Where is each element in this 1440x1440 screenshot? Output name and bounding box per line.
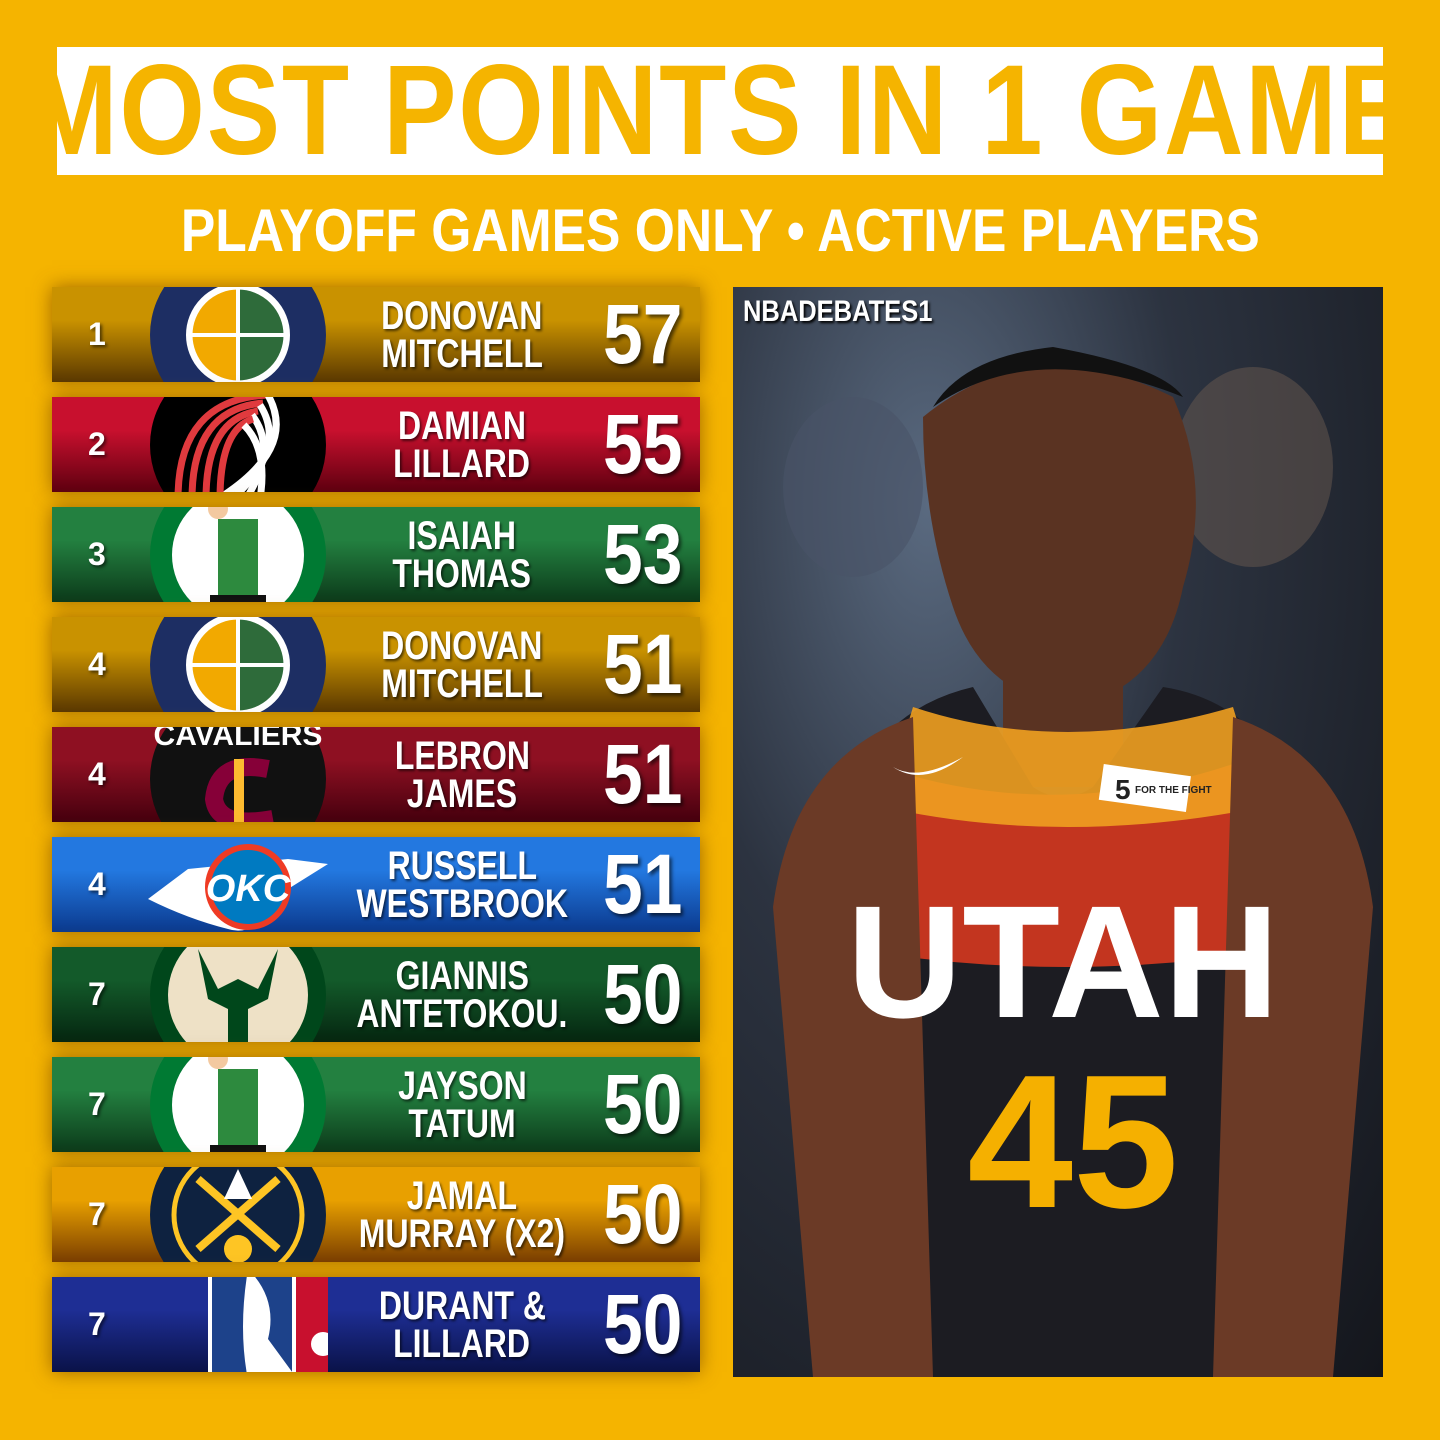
points: 51 [602, 617, 682, 711]
ranking-row: 2 DAMIAN LILLARD 55 [52, 397, 700, 492]
ranking-row: 4 OKC RUSSELL WESTBROOK 51 [52, 837, 700, 932]
swoosh-icon [893, 757, 963, 775]
points: 50 [602, 1277, 682, 1371]
player-first-name: DONOVAN [381, 623, 543, 668]
points: 50 [602, 947, 682, 1041]
rank: 4 [88, 646, 106, 682]
player-photo: UTAH 45 5 FOR THE FIGHT NBADEBATES1 [733, 287, 1383, 1377]
nuggets-logo-icon [150, 1167, 326, 1262]
player-last-name: WESTBROOK [356, 881, 568, 926]
player-last-name: MURRAY (X2) [358, 1211, 566, 1256]
rank: 7 [88, 976, 106, 1012]
jersey-city-text: UTAH [847, 872, 1280, 1051]
points: 51 [602, 727, 682, 821]
rank: 7 [88, 1086, 106, 1122]
jazz-logo-icon [150, 287, 326, 382]
player-first-name: GIANNIS [395, 953, 529, 998]
player-last-name: MITCHELL [381, 331, 543, 376]
player-first-name: DURANT & [378, 1283, 546, 1328]
player-name: JAYSON TATUM [342, 1057, 582, 1152]
player-first-name: DAMIAN [397, 403, 526, 448]
jersey-number-text: 45 [967, 1036, 1178, 1248]
points: 51 [602, 837, 682, 931]
celtics-logo-icon [150, 507, 326, 602]
rank: 3 [88, 536, 106, 572]
svg-text:CAVALIERS: CAVALIERS [154, 727, 323, 752]
patch-number: 5 [1115, 774, 1131, 805]
nba-logo-icon [208, 1277, 328, 1372]
rank: 7 [88, 1306, 106, 1342]
rank: 4 [88, 866, 106, 902]
rank: 2 [88, 426, 106, 462]
player-name: RUSSELL WESTBROOK [342, 837, 582, 932]
thunder-logo-icon: OKC [148, 844, 328, 931]
player-last-name: MITCHELL [381, 661, 543, 706]
patch-text: FOR THE FIGHT [1135, 785, 1212, 796]
svg-text:OKC: OKC [206, 868, 291, 910]
ranking-row: 7 JAMAL MURRAY (X2) 50 [52, 1167, 700, 1262]
patch: 5 FOR THE FIGHT [1098, 764, 1212, 812]
bucks-logo-icon [150, 947, 326, 1042]
blazers-logo-icon [150, 397, 326, 492]
ranking-row: 4 CAVALIERS LEBRON JAMES 51 [52, 727, 700, 822]
title-banner: MOST POINTS IN 1 GAME [57, 47, 1383, 175]
player-last-name: LILLARD [393, 441, 531, 486]
watermark-text: NBADEBATES1 [743, 295, 933, 328]
ranking-row: 4 DONOVAN MITCHELL 51 [52, 617, 700, 712]
watermark: NBADEBATES1 [743, 295, 966, 329]
ranking-row: 1 DONOVAN MITCHELL 57 [52, 287, 700, 382]
player-last-name: TATUM [408, 1101, 516, 1146]
rank: 4 [88, 756, 106, 792]
player-first-name: RUSSELL [387, 843, 537, 888]
player-name: DURANT & LILLARD [342, 1277, 582, 1372]
player-last-name: ANTETOKOU. [356, 991, 568, 1036]
subtitle: PLAYOFF GAMES ONLY • ACTIVE PLAYERS [0, 196, 1440, 266]
player-name: DONOVAN MITCHELL [342, 287, 582, 382]
player-name: GIANNIS ANTETOKOU. [342, 947, 582, 1042]
points: 55 [602, 397, 682, 491]
player-name: DAMIAN LILLARD [342, 397, 582, 492]
player-first-name: ISAIAH [407, 513, 517, 558]
page-title: MOST POINTS IN 1 GAME [57, 47, 1383, 175]
points: 50 [602, 1167, 682, 1261]
player-name: DONOVAN MITCHELL [342, 617, 582, 712]
player-name: LEBRON JAMES [342, 727, 582, 822]
subtitle-text: PLAYOFF GAMES ONLY • ACTIVE PLAYERS [180, 197, 1260, 264]
player-name: JAMAL MURRAY (X2) [342, 1167, 582, 1262]
player-illustration: UTAH 45 5 FOR THE FIGHT [773, 347, 1373, 1377]
player-name: ISAIAH THOMAS [342, 507, 582, 602]
player-first-name: JAMAL [406, 1173, 518, 1218]
points: 57 [602, 287, 682, 381]
ranking-row: 7 DURANT & LILLARD 50 [52, 1277, 700, 1372]
rank: 1 [88, 316, 106, 352]
jazz-logo-icon [150, 617, 326, 712]
player-first-name: JAYSON [397, 1063, 527, 1108]
player-first-name: DONOVAN [381, 293, 543, 338]
ranking-row: 3 ISAIAH THOMAS 53 [52, 507, 700, 602]
player-last-name: JAMES [406, 771, 518, 816]
player-first-name: LEBRON [394, 733, 530, 778]
ranking-row: 7 JAYSON TATUM 50 [52, 1057, 700, 1152]
cavaliers-logo-icon: CAVALIERS [150, 727, 326, 822]
celtics-logo-icon [150, 1057, 326, 1152]
player-last-name: LILLARD [393, 1321, 531, 1366]
rank: 7 [88, 1196, 106, 1232]
points: 53 [602, 507, 682, 601]
points: 50 [602, 1057, 682, 1151]
ranking-row: 7 GIANNIS ANTETOKOU. 50 [52, 947, 700, 1042]
player-last-name: THOMAS [392, 551, 532, 596]
